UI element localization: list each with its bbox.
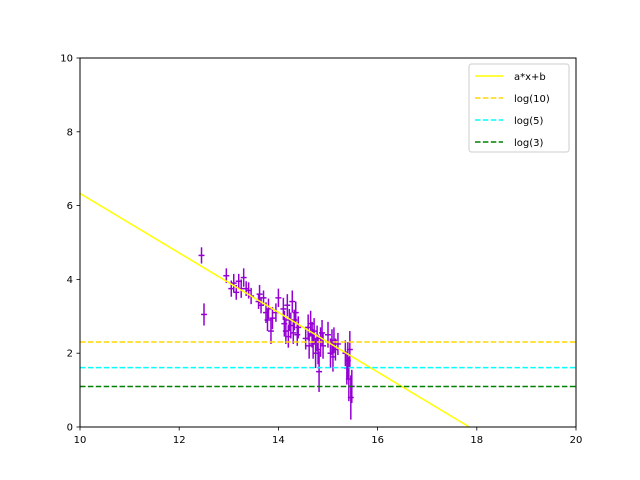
y-tick-label: 8 <box>67 127 73 138</box>
x-tick-label: 16 <box>371 435 384 446</box>
y-tick-label: 4 <box>67 275 73 286</box>
axes-frame <box>79 57 577 428</box>
legend-label: log(10) <box>514 94 550 105</box>
x-tick-label: 10 <box>74 435 87 446</box>
errorbar-point <box>292 301 299 324</box>
y-tick-label: 0 <box>67 423 73 434</box>
y-tick-label: 10 <box>60 54 73 65</box>
legend-box <box>468 63 570 153</box>
errorbar-point <box>230 273 237 293</box>
errorbar-point <box>265 298 272 320</box>
plot-area <box>80 192 576 427</box>
errorbar-point <box>201 303 207 326</box>
x-tick-label: 20 <box>570 435 583 446</box>
errorbar-point <box>325 321 331 348</box>
errorbar-point <box>240 268 247 287</box>
x-tick-label: 14 <box>272 435 285 446</box>
errorbar-point <box>295 316 302 339</box>
errorbar-point <box>198 247 205 264</box>
errorbar-point <box>346 331 353 368</box>
errorbar-point <box>290 321 297 344</box>
plot-content <box>80 192 576 427</box>
errorbar-point <box>320 332 327 359</box>
x-tick-label: 18 <box>470 435 483 446</box>
x-tick-label: 12 <box>173 435 186 446</box>
series-line <box>80 192 470 427</box>
errorbar-point <box>314 325 321 352</box>
errorbar-point <box>269 307 276 330</box>
legend-label: log(3) <box>514 138 544 149</box>
errorbar-point <box>264 308 271 332</box>
legend-label: log(5) <box>514 116 544 127</box>
errorbar-point <box>306 332 313 359</box>
errorbar-point <box>284 294 291 317</box>
legend: a*x+b log(10) log(5) log(3) <box>468 63 570 153</box>
errorbar-point <box>316 351 323 392</box>
errorbar-point <box>267 318 274 344</box>
errorbar-point <box>311 318 318 344</box>
axes: 10 12 14 16 18 20 0 2 4 6 8 10 <box>60 54 582 447</box>
legend-label: a*x+b <box>514 72 546 83</box>
errorbar-point <box>334 332 341 356</box>
y-tick-label: 2 <box>67 349 73 360</box>
y-tick-label: 6 <box>67 201 73 212</box>
errorbar-point <box>347 375 354 420</box>
errorbar-point <box>280 297 287 320</box>
errorbar-point <box>289 290 296 313</box>
errorbar-point <box>275 288 282 308</box>
